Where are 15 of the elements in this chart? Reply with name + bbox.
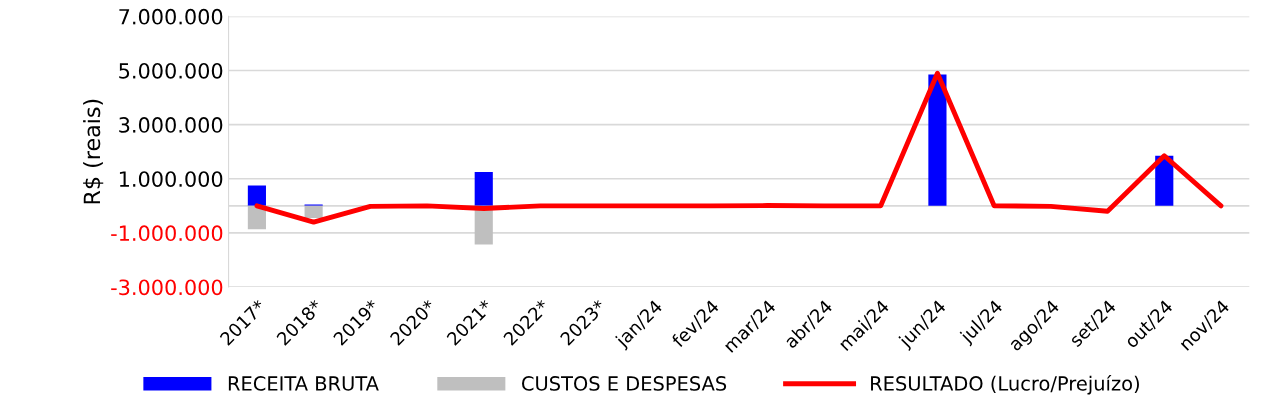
y-tick-label: -1.000.000 [111, 225, 223, 242]
bar [474, 171, 493, 206]
y-tick-label: 1.000.000 [119, 171, 223, 187]
y-tick-label: 7.000.000 [119, 8, 223, 25]
legend-label: CUSTOS E DESPESAS [522, 376, 727, 391]
bar [247, 185, 266, 206]
legend-label: RESULTADO (Lucro/Prejuízo) [871, 374, 1139, 395]
y-tick-label: 5.000.000 [119, 62, 223, 79]
bar [928, 74, 947, 206]
y-tick-label: 3.000.000 [119, 117, 223, 133]
line-series [254, 70, 1224, 225]
y-axis-title: R$ (reais) [83, 99, 104, 204]
bar [304, 205, 323, 218]
legend-label: RECEITA BRUTA [228, 376, 379, 391]
y-tick-label: -3.000.000 [111, 279, 223, 296]
